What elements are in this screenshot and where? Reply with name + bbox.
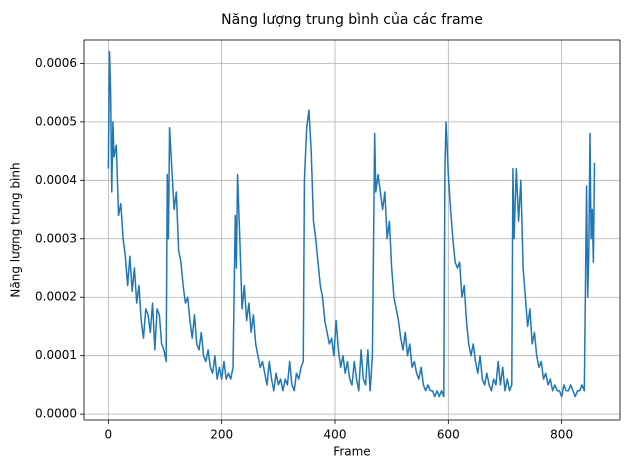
data-line: [107, 50, 596, 398]
x-tick-label: 600: [437, 428, 460, 442]
y-tick-label: 0.0005: [35, 114, 77, 128]
y-tick-label: 0.0000: [35, 407, 77, 421]
y-tick-label: 0.0006: [35, 56, 77, 70]
x-tick-label: 800: [550, 428, 573, 442]
y-tick-label: 0.0004: [35, 173, 77, 187]
y-tick-label: 0.0002: [35, 290, 77, 304]
plot-frame: [83, 39, 621, 421]
y-axis-label: Năng lượng trung bình: [9, 162, 23, 297]
x-tick-label: 0: [105, 428, 113, 442]
y-tick-label: 0.0003: [35, 231, 77, 245]
x-axis-label: Frame: [333, 445, 370, 459]
y-tick-label: 0.0001: [35, 348, 77, 362]
x-tick-label: 400: [324, 428, 347, 442]
chart-title: Năng lượng trung bình của các frame: [221, 12, 483, 28]
x-tick-label: 200: [210, 428, 233, 442]
